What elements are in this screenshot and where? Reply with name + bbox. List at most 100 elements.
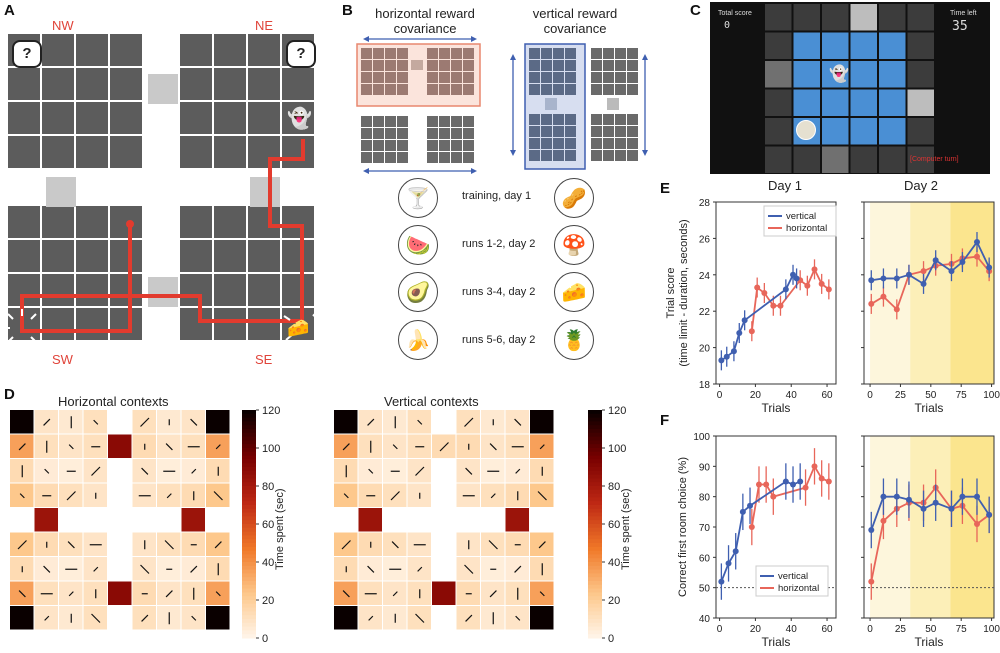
- y-tick-label: 28: [699, 198, 711, 209]
- game-tile: [907, 4, 934, 31]
- room-cell: [8, 102, 40, 134]
- grid-cell: [397, 72, 408, 83]
- grid-cell: [627, 60, 638, 71]
- room-cell: [76, 308, 108, 340]
- legend-entry: vertical: [786, 211, 816, 222]
- legend-entry: vertical: [778, 571, 808, 582]
- heatmap-cell: [132, 410, 156, 434]
- game-tile: [907, 61, 934, 88]
- flow-arrow: [68, 444, 74, 450]
- heatmap-cell: [132, 606, 156, 630]
- y-tick-label: 24: [699, 271, 711, 282]
- y-tick-label: 18: [699, 380, 711, 391]
- horizontal-covariance-title: horizontal reward covariance: [375, 6, 475, 36]
- heatmap-cell: [206, 606, 230, 630]
- grid-cell: [541, 60, 552, 71]
- flow-arrow: [539, 444, 545, 450]
- room-cell: [282, 136, 314, 168]
- heatmap-cell: [407, 459, 431, 483]
- data-point-vertical: [868, 277, 875, 284]
- room-cell: [42, 102, 74, 134]
- room-cell: [214, 34, 246, 66]
- grid-cell: [603, 126, 614, 137]
- data-point-horizontal: [748, 328, 755, 335]
- flow-arrow: [392, 444, 398, 450]
- heatmap-cell: [10, 532, 34, 556]
- heatmap-cell: [157, 483, 181, 507]
- data-point-horizontal: [748, 524, 755, 530]
- room-cell: [214, 136, 246, 168]
- flow-arrow: [19, 493, 25, 499]
- colorbar-tick: 0: [262, 633, 268, 644]
- game-tile: [765, 89, 792, 116]
- data-point-vertical: [880, 275, 887, 282]
- avocado-icon: 🥑: [398, 272, 438, 312]
- data-point-vertical: [736, 330, 743, 337]
- y-tick-label: 20: [699, 344, 711, 355]
- grid-cell: [361, 72, 372, 83]
- grid-cell: [385, 128, 396, 139]
- game-tile: [850, 4, 877, 31]
- grid-cell: [615, 84, 626, 95]
- heatmap-cell: [59, 581, 83, 605]
- flow-arrow: [18, 443, 26, 451]
- flow-arrow: [538, 541, 546, 549]
- room-cell: [42, 34, 74, 66]
- grid-cell: [529, 72, 540, 83]
- flow-arrow: [141, 467, 149, 475]
- grid-cell: [385, 84, 396, 95]
- grid-cell: [627, 114, 638, 125]
- x-tick-label: 0: [717, 390, 723, 401]
- data-point-horizontal: [763, 481, 770, 488]
- data-point-vertical: [932, 257, 939, 264]
- flow-arrow: [489, 590, 497, 598]
- flow-arrow: [43, 565, 51, 573]
- data-point-horizontal: [802, 484, 809, 491]
- flow-arrow: [140, 417, 150, 427]
- data-point-horizontal: [754, 284, 761, 291]
- room-cell: [180, 136, 212, 168]
- game-tile: [822, 146, 849, 173]
- grid-cell: [397, 84, 408, 95]
- data-point-vertical: [920, 505, 927, 512]
- heatmap-cell: [481, 483, 505, 507]
- data-point-vertical: [725, 560, 732, 567]
- room-cell: [214, 68, 246, 100]
- grid-cell: [427, 140, 438, 151]
- grid-cell: [553, 72, 564, 83]
- run-label-1: runs 1-2, day 2: [462, 238, 536, 250]
- heatmap-cell: [530, 606, 554, 630]
- colorbar-left: 120 100 80 60 40 20 0: [242, 405, 280, 644]
- flow-arrow: [191, 468, 197, 474]
- legend-entry: horizontal: [786, 223, 827, 234]
- grid-cell: [361, 152, 372, 163]
- data-point-vertical: [905, 271, 912, 278]
- heatmap-cell: [59, 483, 83, 507]
- flow-arrow: [67, 541, 75, 549]
- room-cell: [110, 136, 142, 168]
- heatmap-cell: [530, 434, 554, 458]
- flow-arrow: [490, 493, 496, 499]
- data-point-vertical: [718, 578, 725, 585]
- grid-cell: [565, 126, 576, 137]
- flow-arrow: [93, 419, 99, 425]
- room-cell: [282, 206, 314, 238]
- heatmap-cell: [383, 483, 407, 507]
- grid-cell: [463, 84, 474, 95]
- data-point-horizontal: [973, 520, 980, 527]
- question-bubble-nw: ?: [12, 40, 42, 68]
- panel-letter-a: A: [4, 2, 15, 19]
- flow-arrow: [464, 564, 474, 574]
- grid-cell: [565, 150, 576, 161]
- grid-cell: [439, 84, 450, 95]
- room-cell: [8, 240, 40, 272]
- grid-cell: [565, 84, 576, 95]
- grid-cell: [439, 140, 450, 151]
- grid-cell: [427, 48, 438, 59]
- series-line-horizontal: [870, 255, 990, 311]
- flow-arrow: [465, 614, 473, 622]
- heatmap-cell: [530, 410, 554, 434]
- grid-cell: [529, 138, 540, 149]
- grid-cell: [427, 152, 438, 163]
- colorbar-tick: 40: [608, 557, 620, 569]
